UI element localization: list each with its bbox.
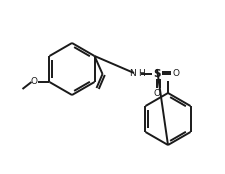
Text: H: H	[138, 69, 145, 78]
Text: O: O	[173, 69, 180, 78]
Text: N: N	[130, 69, 136, 78]
Text: S: S	[153, 69, 161, 79]
Text: O: O	[31, 77, 38, 86]
Text: O: O	[153, 89, 160, 97]
